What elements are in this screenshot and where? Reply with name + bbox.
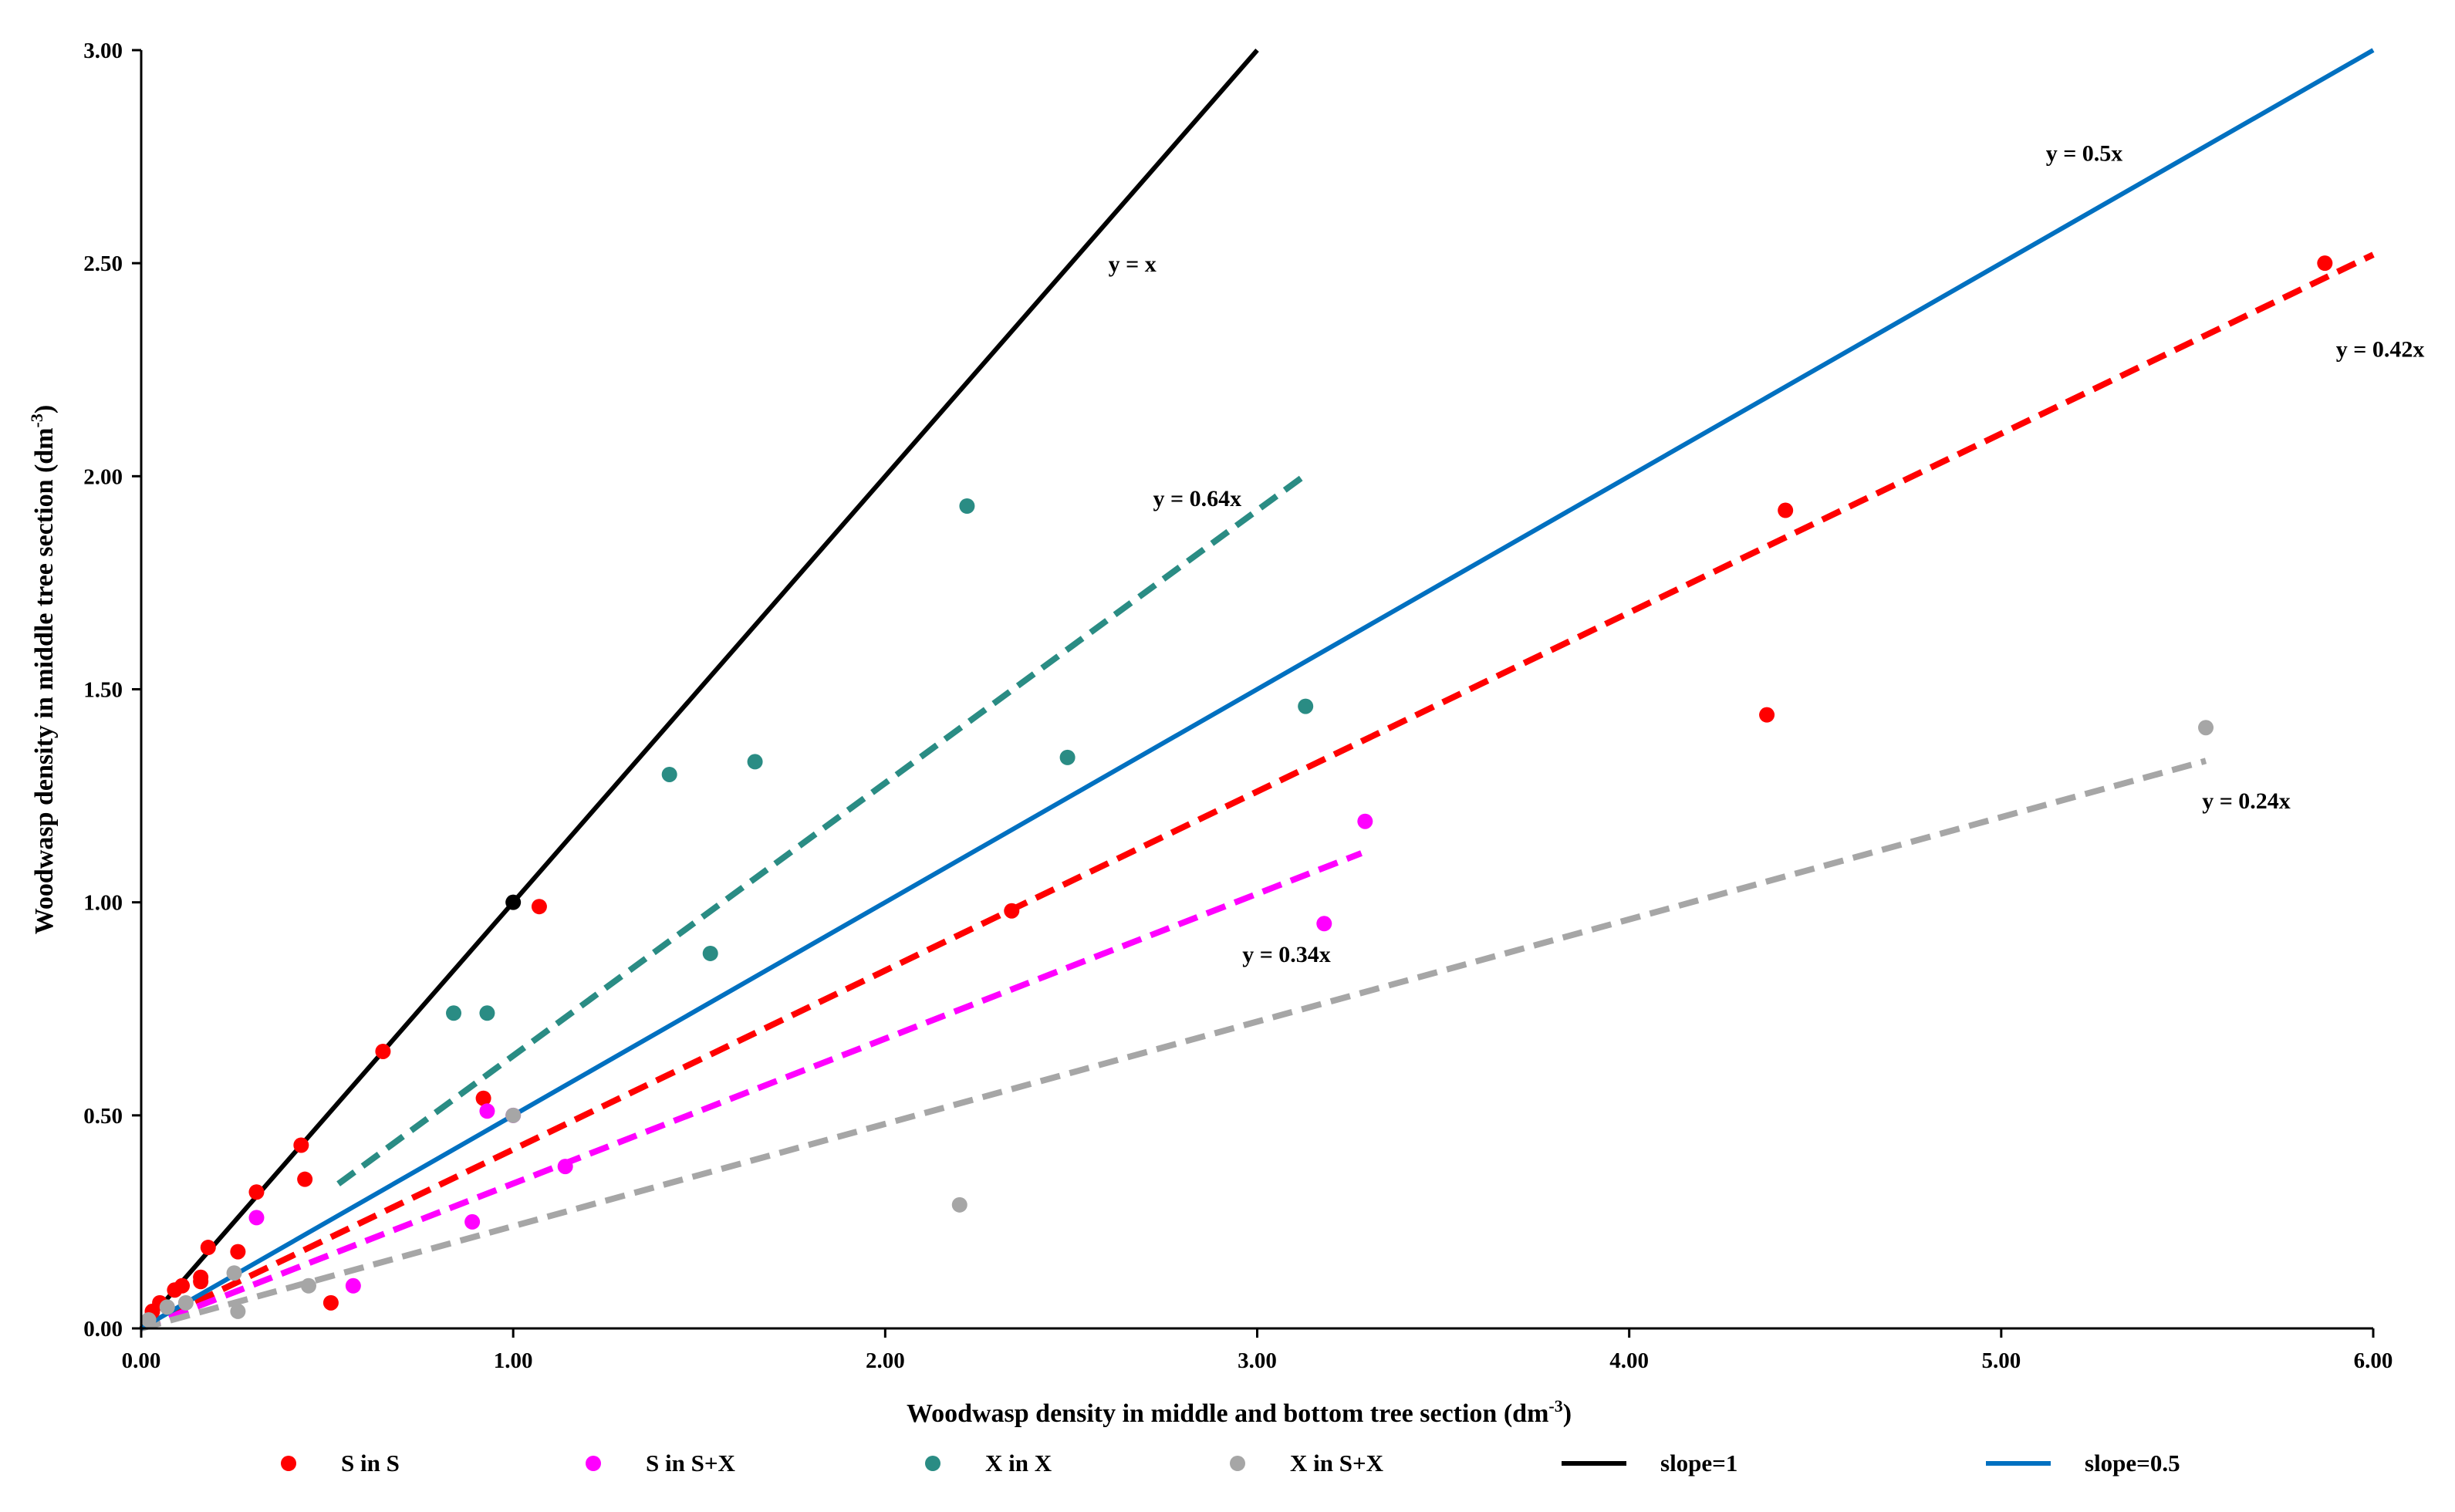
point-s-in-s — [1759, 707, 1775, 723]
point-x-in-s-x — [226, 1265, 242, 1281]
point-s-in-s-x — [345, 1277, 361, 1294]
legend-item-x-in-s-x: X in S+X — [1230, 1450, 1384, 1477]
x-tick-label: 2.00 — [866, 1348, 905, 1373]
legend-item-slope-0-5: slope=0.5 — [1986, 1450, 2180, 1477]
fit-line-y-0-64x — [336, 472, 1308, 1186]
point-s-in-s — [297, 1171, 313, 1187]
legend-label: S in S — [341, 1450, 400, 1477]
x-tick-label: 3.00 — [1238, 1348, 1277, 1373]
y-tick-label: 0.50 — [83, 1104, 123, 1129]
axes: 0.00 1.00 2.00 3.00 4.00 5.00 6.00 0.00 0.50 1.00… — [83, 39, 2393, 1373]
point-x-in-x — [479, 1005, 495, 1021]
y-tick-label: 0.00 — [83, 1317, 123, 1342]
point-s-in-s — [174, 1277, 191, 1294]
legend-item-slope-1: slope=1 — [1562, 1450, 1737, 1477]
x-tick-label: 6.00 — [2354, 1348, 2393, 1373]
annotation-y-0-24x: y = 0.24x — [2202, 788, 2291, 814]
point-x-in-x — [702, 945, 718, 961]
point-x-in-x — [959, 498, 975, 514]
point-s-in-s-x — [557, 1159, 573, 1175]
reference-and-fit-lines — [139, 48, 2375, 1331]
reference-line-slope-0-5 — [140, 48, 2375, 1331]
y-tick-label: 3.00 — [83, 39, 123, 63]
legend-label: X in X — [985, 1450, 1052, 1477]
point-x-in-s-x — [951, 1196, 967, 1213]
point-s-in-s — [1004, 903, 1020, 919]
x-tick-label: 1.00 — [494, 1348, 533, 1373]
point-s-in-s — [230, 1244, 246, 1260]
data-points — [140, 255, 2333, 1328]
annotations: y = x y = 0.5x y = 0.64x y = 0.42x y = 0.34x… — [1109, 141, 2425, 967]
point-x-in-s-x — [505, 1107, 522, 1123]
annotation-y-0-64x: y = 0.64x — [1153, 486, 1241, 511]
y-tick-label: 2.00 — [83, 464, 123, 489]
annotation-y-x: y = x — [1109, 251, 1157, 277]
point-s-in-s — [531, 899, 547, 915]
legend-swatch — [281, 1456, 296, 1471]
point-x-in-s-x — [159, 1299, 175, 1315]
annotation-y-0-34x: y = 0.34x — [1242, 942, 1331, 967]
point-s-in-s — [293, 1137, 309, 1153]
axis-titles: Woodwasp density in middle and bottom tr… — [27, 405, 1572, 1428]
fit-line-y-0-24x — [140, 758, 2207, 1331]
point-x-in-s-x — [230, 1303, 246, 1319]
point-s-in-s-x — [479, 1103, 495, 1119]
legend-item-s-in-s: S in S — [281, 1450, 400, 1477]
x-axis-title: Woodwasp density in middle and bottom tr… — [907, 1396, 1572, 1428]
point-x-in-s-x — [177, 1294, 194, 1311]
legend-label: X in S+X — [1290, 1450, 1384, 1477]
point-s-in-s — [193, 1274, 209, 1290]
fit-line-y-0-34x — [140, 850, 1363, 1331]
point-slope-1 — [505, 894, 522, 910]
x-tick-label: 0.00 — [122, 1348, 161, 1373]
point-x-in-x — [1059, 749, 1076, 765]
reference-line-slope-1 — [139, 49, 1259, 1330]
legend-label: S in S+X — [646, 1450, 735, 1477]
point-x-in-x — [661, 766, 677, 782]
point-x-in-s-x — [300, 1277, 316, 1294]
legend-label: slope=1 — [1660, 1450, 1737, 1477]
point-s-in-s — [200, 1240, 216, 1256]
point-s-in-s — [475, 1090, 491, 1106]
legend-item-x-in-x: X in X — [925, 1450, 1052, 1477]
point-x-in-x — [446, 1005, 462, 1021]
point-s-in-s-x — [1316, 916, 1332, 932]
point-x-in-x — [747, 754, 763, 770]
annotation-y-0-42x: y = 0.42x — [2336, 337, 2425, 363]
annotation-y-0-5x: y = 0.5x — [2046, 141, 2123, 167]
point-s-in-s-x — [1357, 813, 1373, 829]
y-tick-label: 1.00 — [83, 891, 123, 916]
legend: S in S S in S+X X in X X in S+X slope=1 slope… — [281, 1450, 2180, 1477]
fit-line-y-0-42x — [140, 251, 2375, 1331]
point-s-in-s — [2317, 255, 2333, 272]
point-s-in-s — [1778, 502, 1794, 518]
point-s-in-s — [322, 1294, 339, 1311]
y-tick-label: 2.50 — [83, 251, 123, 276]
point-s-in-s — [375, 1043, 391, 1059]
legend-swatch — [586, 1456, 601, 1471]
point-x-in-s-x — [140, 1311, 157, 1328]
point-s-in-s-x — [464, 1213, 481, 1230]
y-tick-label: 1.50 — [83, 678, 123, 703]
legend-swatch — [925, 1456, 940, 1471]
legend-label: slope=0.5 — [2085, 1450, 2180, 1477]
point-s-in-s — [248, 1184, 265, 1200]
legend-swatch — [1230, 1456, 1245, 1471]
point-x-in-s-x — [2198, 720, 2214, 736]
x-tick-label: 5.00 — [1981, 1348, 2021, 1373]
point-s-in-s-x — [248, 1210, 265, 1226]
x-tick-label: 4.00 — [1609, 1348, 1649, 1373]
y-axis-title: Woodwasp density in middle tree section … — [27, 405, 59, 934]
legend-item-s-in-s-x: S in S+X — [586, 1450, 735, 1477]
point-x-in-x — [1298, 698, 1314, 714]
